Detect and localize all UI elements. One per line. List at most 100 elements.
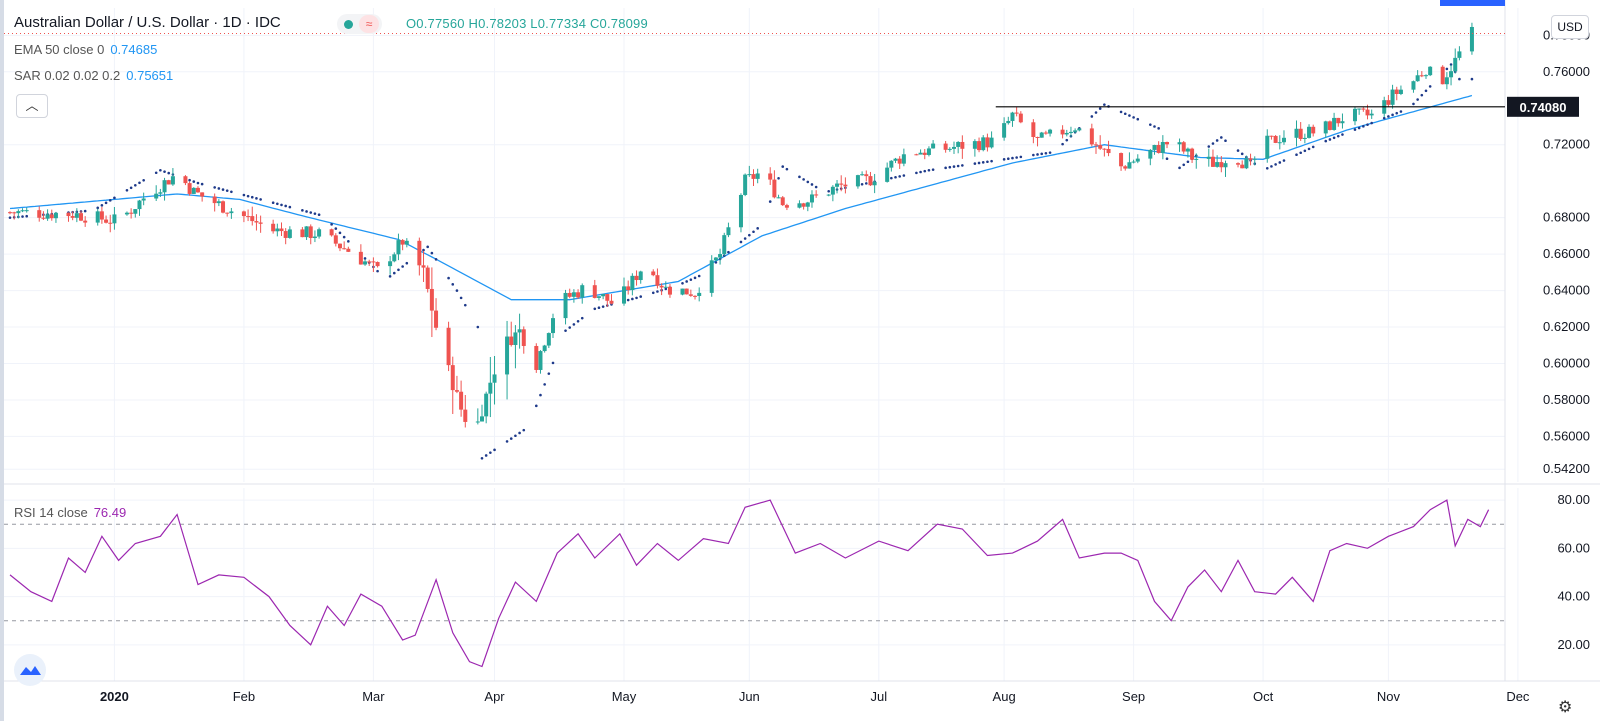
candle-body [425,267,430,289]
sar-dot [539,393,542,397]
candle-body [459,391,464,410]
candlesticks [8,22,1474,428]
sar-dot [1065,138,1069,142]
candle-body [396,240,401,255]
candle-body [638,271,643,281]
candle-body [133,209,138,214]
candle-body [16,211,21,214]
candle-body [571,292,576,297]
candle-body [1206,156,1211,159]
candle-body [1014,112,1019,114]
sar-dot [827,189,830,193]
rsi-legend[interactable]: RSI 14 close 76.49 [14,505,126,520]
sar-dot [246,194,250,198]
candle-body [371,261,376,263]
sar-dot [284,204,287,208]
sar-dot [1044,151,1048,155]
sar-dot [610,303,613,306]
candle-body [1010,112,1015,121]
sar-dot [1341,133,1344,136]
candle-body [1419,75,1424,77]
candle-body [605,294,610,301]
sar-dot [931,168,935,171]
candle-body [1307,126,1312,138]
candle-body [855,175,860,187]
candle-body [839,183,844,185]
sar-dot [689,278,693,281]
candle-body [363,261,368,265]
candle-body [475,421,480,423]
sar-dot [1265,167,1269,170]
time-axis[interactable]: Dec2020FebMarAprMayJunJulAugSepOctNovDec… [0,689,1600,704]
sar-dot [142,178,145,182]
candle-body [830,186,835,195]
candle-body [304,226,309,238]
candle-body [1453,57,1458,72]
currency-button[interactable]: USD [1551,15,1589,39]
collapse-legend-button[interactable]: ︿ [16,94,48,118]
time-tick-label: Jun [739,689,760,704]
candle-body [1185,148,1190,152]
ema-50-line [9,94,1473,301]
candle-body [931,143,936,149]
rsi-axis[interactable]: 80.00 60.00 40.00 20.00 [1557,492,1590,652]
time-tick-label: Dec [1506,689,1530,704]
candle-body [1298,128,1303,139]
symbol-title[interactable]: Australian Dollar / U.S. Dollar · 1D · I… [14,14,281,31]
sar-dot [217,187,221,190]
sar-dot [944,166,947,170]
candle-body [141,198,146,201]
sar-dot [1274,163,1277,166]
price-tick-label: 0.72000 [1543,137,1590,152]
sar-dot [743,237,747,240]
sar-dot [1382,116,1386,120]
sar-dot [756,227,759,230]
candle-body [951,146,956,149]
ema-legend[interactable]: EMA 50 close 0 0.74685 [14,42,157,57]
sar-dot [1428,85,1432,88]
candle-body [166,180,171,185]
ema-50-path [9,94,1473,301]
sar-dot [1032,153,1035,157]
gear-icon[interactable]: ⚙ [1558,699,1573,716]
candle-body [1177,142,1182,145]
price-axis[interactable]: 0.780000.760000.720000.680000.660000.640… [1543,27,1590,476]
sar-dot [250,195,254,199]
candle-body [1068,131,1073,133]
candle-body [1444,77,1449,85]
sar-dot [493,448,496,452]
candle-body [1281,137,1286,143]
time-tick-label: Feb [233,689,255,704]
time-tick-label: Oct [1253,689,1274,704]
candle-body [225,212,230,214]
sar-dot [330,223,333,226]
sar-dot [1332,136,1336,140]
candle-body [509,336,514,345]
horizontal-line-price-label: 0.74080 [1520,100,1567,115]
sar-dot [956,164,960,168]
candle-body [801,203,806,207]
candle-body [981,137,986,151]
sar-dot [1036,153,1039,156]
sar-dot [196,181,200,185]
candle-body [1135,158,1140,162]
price-grid [4,8,1519,681]
candle-body [20,210,25,212]
candle-body [250,216,255,222]
sar-dot [200,182,204,186]
sar-dot [301,209,304,212]
candle-body [1089,128,1094,145]
tradingview-logo-icon[interactable] [14,654,46,686]
rsi-tick-label: 60.00 [1557,540,1590,555]
candle-body [989,137,994,148]
candle-body [124,212,129,215]
rsi-tick-label: 80.00 [1557,492,1590,507]
sar-legend[interactable]: SAR 0.02 0.02 0.2 0.75651 [14,68,173,83]
candle-body [454,390,459,392]
sar-dot [363,257,367,260]
candle-body [684,288,689,295]
candle-body [1365,109,1370,116]
candle-body [53,212,58,219]
sar-dot [188,178,191,182]
